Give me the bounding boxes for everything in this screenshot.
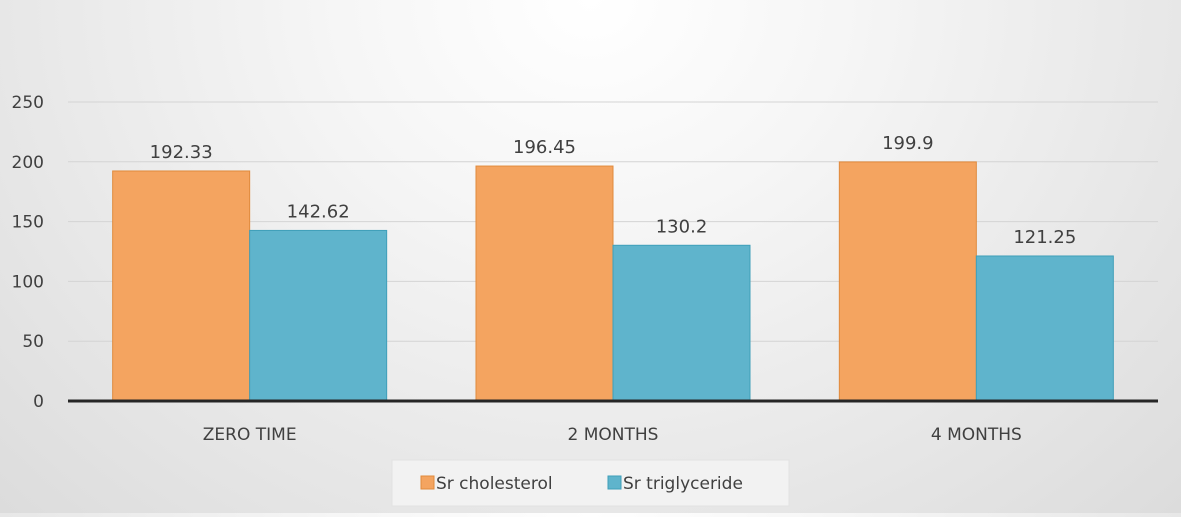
bar — [612, 244, 751, 402]
legend: Sr cholesterol Sr triglyceride — [391, 459, 790, 507]
data-label: 142.62 — [287, 201, 350, 222]
legend-swatch — [420, 475, 435, 490]
x-category-label: ZERO TIME — [203, 425, 297, 445]
bar — [975, 255, 1114, 402]
x-category-label: 4 MONTHS — [931, 425, 1022, 445]
bar — [249, 229, 388, 402]
bar — [475, 165, 614, 402]
y-tick-label: 200 — [12, 153, 44, 173]
legend-label: Sr triglyceride — [623, 474, 743, 494]
x-category-label: 2 MONTHS — [568, 425, 659, 445]
data-labels: 192.33 142.62 196.45 130.2 199.9 121.25 — [150, 133, 1077, 248]
data-label: 121.25 — [1013, 227, 1076, 248]
y-tick-label: 100 — [12, 272, 44, 292]
bar — [838, 161, 977, 402]
legend-box — [391, 459, 790, 507]
y-tick-label: 0 — [33, 392, 44, 412]
data-label: 130.2 — [656, 216, 708, 237]
data-label: 192.33 — [150, 142, 213, 163]
legend-label: Sr cholesterol — [436, 474, 553, 494]
data-label: 196.45 — [513, 137, 576, 158]
data-label: 199.9 — [882, 133, 934, 154]
y-axis-ticks: 0 50 100 150 200 250 — [12, 93, 44, 412]
bar — [112, 170, 251, 402]
y-tick-label: 250 — [12, 93, 44, 113]
legend-swatch — [607, 475, 622, 490]
y-tick-label: 150 — [12, 213, 44, 233]
y-tick-label: 50 — [22, 332, 44, 352]
x-axis-categories: ZERO TIME 2 MONTHS 4 MONTHS — [203, 425, 1022, 445]
bars — [112, 161, 1114, 402]
